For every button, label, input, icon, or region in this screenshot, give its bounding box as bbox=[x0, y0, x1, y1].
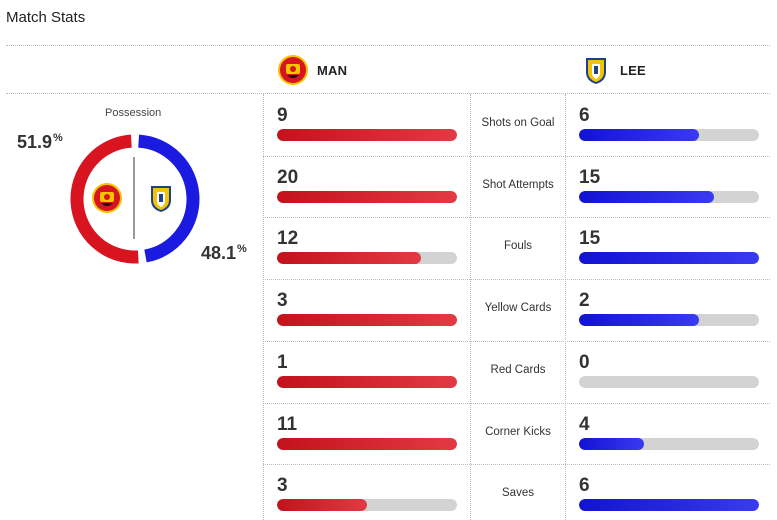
away-possession-pct: 48.1% bbox=[201, 243, 247, 264]
home-stat-value: 1 bbox=[277, 351, 288, 373]
away-possession-value: 48.1 bbox=[201, 243, 237, 263]
away-stat-bar-fill bbox=[579, 314, 699, 327]
home-stat-value: 3 bbox=[277, 475, 288, 497]
home-stat-bar-fill bbox=[277, 129, 457, 141]
away-stat-bar bbox=[579, 190, 759, 203]
away-stat-bar-fill bbox=[579, 252, 759, 265]
row-separator bbox=[263, 402, 770, 404]
home-stat-bar-fill bbox=[277, 314, 457, 327]
home-stat-bar-fill bbox=[277, 190, 457, 203]
away-stat-bar bbox=[579, 437, 759, 450]
away-stat-bar bbox=[579, 129, 759, 141]
column-divider bbox=[565, 94, 566, 520]
home-team-header: MAN bbox=[277, 54, 347, 86]
donut-away-crest-icon bbox=[151, 186, 171, 212]
away-stat-bar-fill bbox=[579, 437, 645, 450]
home-stat-bar bbox=[277, 252, 457, 265]
away-team-header: LEE bbox=[580, 54, 646, 86]
home-stat-value: 11 bbox=[277, 413, 298, 435]
home-possession-pct: 51.9% bbox=[17, 132, 63, 153]
donut-home-crest-icon bbox=[92, 183, 122, 213]
column-divider bbox=[470, 94, 471, 520]
home-stat-bar-fill bbox=[277, 252, 421, 265]
stat-label: Corner Kicks bbox=[485, 425, 551, 438]
row-separator bbox=[263, 155, 770, 157]
away-possession-unit: % bbox=[237, 243, 247, 255]
match-stats-title: Match Stats bbox=[6, 9, 86, 26]
home-team-abbr: MAN bbox=[317, 62, 348, 78]
man-utd-crest-icon bbox=[278, 55, 308, 85]
home-possession-unit: % bbox=[53, 132, 63, 144]
home-stat-bar bbox=[277, 437, 457, 450]
away-stat-value: 6 bbox=[579, 105, 590, 126]
row-separator bbox=[263, 217, 770, 219]
stat-label: Shots on Goal bbox=[481, 117, 555, 129]
away-stat-bar-fill bbox=[579, 129, 699, 141]
home-stat-bar bbox=[277, 314, 457, 327]
home-stat-bar bbox=[277, 375, 457, 388]
possession-donut-chart bbox=[70, 134, 200, 264]
row-separator bbox=[263, 279, 770, 281]
away-stat-bar-fill bbox=[579, 499, 759, 512]
row-separator bbox=[263, 340, 770, 342]
away-stat-value: 6 bbox=[579, 475, 590, 497]
top-divider bbox=[6, 45, 770, 46]
home-stat-bar-fill bbox=[277, 375, 457, 388]
home-stat-value: 12 bbox=[277, 228, 299, 250]
stat-label: Shot Attempts bbox=[482, 178, 554, 191]
away-stat-value: 15 bbox=[579, 166, 601, 188]
panel-divider bbox=[263, 94, 264, 520]
home-possession-value: 51.9 bbox=[17, 132, 53, 152]
away-stat-bar bbox=[579, 499, 759, 512]
away-stat-bar-fill bbox=[579, 190, 714, 203]
away-stat-value: 4 bbox=[579, 413, 590, 435]
home-stat-bar-fill bbox=[277, 437, 457, 450]
away-stat-bar bbox=[579, 375, 759, 388]
away-stat-value: 15 bbox=[579, 228, 601, 250]
stat-label: Fouls bbox=[503, 240, 533, 253]
home-possession-arc bbox=[70, 134, 139, 264]
row-separator bbox=[263, 464, 770, 466]
stat-label: Red Cards bbox=[490, 363, 546, 376]
home-stat-bar bbox=[277, 499, 457, 512]
away-team-abbr: LEE bbox=[620, 62, 646, 78]
away-stat-value: 2 bbox=[579, 290, 590, 312]
stat-label: Saves bbox=[502, 487, 534, 500]
home-stat-value: 3 bbox=[277, 290, 288, 312]
home-stat-bar bbox=[277, 129, 457, 141]
header-divider bbox=[6, 93, 770, 94]
leeds-crest-icon bbox=[586, 58, 606, 84]
home-stat-bar-fill bbox=[277, 499, 367, 512]
away-stat-value: 0 bbox=[579, 351, 590, 373]
away-stat-bar bbox=[579, 314, 759, 327]
possession-label: Possession bbox=[105, 107, 162, 119]
home-stat-value: 9 bbox=[277, 105, 288, 126]
home-stat-bar bbox=[277, 190, 457, 203]
away-possession-arc bbox=[138, 134, 200, 263]
home-stat-value: 20 bbox=[277, 166, 299, 188]
away-stat-bar bbox=[579, 252, 759, 265]
stat-label: Yellow Cards bbox=[484, 302, 552, 315]
